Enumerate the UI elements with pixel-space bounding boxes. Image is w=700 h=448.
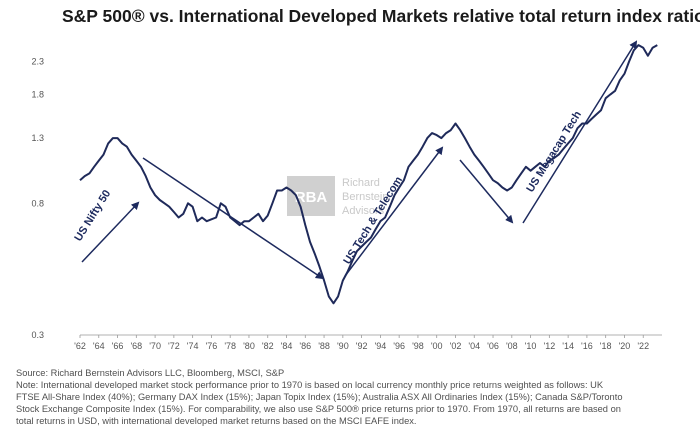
- x-tick-label: '70: [149, 341, 161, 351]
- annotation-us-megacap-tech: US Megacap Tech: [524, 109, 584, 195]
- x-tick-label: '94: [375, 341, 387, 351]
- x-tick-label: '16: [581, 341, 593, 351]
- watermark-line-3: Advisors: [342, 205, 385, 217]
- note-line-2: FTSE All-Share Index (40%); Germany DAX …: [16, 392, 623, 402]
- x-tick-label: '08: [506, 341, 518, 351]
- y-tick-label: 0.3: [31, 330, 44, 340]
- x-tick-label: '68: [130, 341, 142, 351]
- x-tick-label: '14: [562, 341, 574, 351]
- chart-title: S&P 500® vs. International Developed Mar…: [62, 6, 700, 26]
- x-tick-label: '04: [468, 341, 480, 351]
- x-tick-label: '80: [243, 341, 255, 351]
- x-tick-label: '72: [168, 341, 180, 351]
- watermark-line-1: Richard: [342, 177, 380, 189]
- x-tick-label: '18: [600, 341, 612, 351]
- note-line-3: Stock Exchange Composite Index (15%). Fo…: [16, 404, 621, 414]
- x-tick-label: '12: [543, 341, 555, 351]
- x-tick-label: '62: [74, 341, 86, 351]
- x-tick-label: '66: [112, 341, 124, 351]
- x-tick-label: '90: [337, 341, 349, 351]
- x-tick-label: '92: [356, 341, 368, 351]
- y-tick-label: 2.3: [31, 57, 44, 67]
- x-tick-label: '10: [525, 341, 537, 351]
- series-line: [79, 44, 658, 305]
- x-tick-label: '20: [619, 341, 631, 351]
- series-layer: [79, 44, 658, 305]
- note-line-4: total returns in USD, with international…: [16, 416, 417, 426]
- y-axis: 0.3 0.8 1.3 1.8 2.3: [31, 57, 44, 340]
- trend-arrow-4: [459, 159, 514, 224]
- x-tick-label: '82: [262, 341, 274, 351]
- x-tick-label: '00: [431, 341, 443, 351]
- x-tick-label: '76: [206, 341, 218, 351]
- y-tick-label: 0.8: [31, 198, 44, 208]
- x-tick-label: '96: [393, 341, 405, 351]
- y-tick-label: 1.3: [31, 133, 44, 143]
- trend-arrow-1: [81, 201, 140, 263]
- source-text: Source: Richard Bernstein Advisors LLC, …: [16, 368, 285, 378]
- x-tick-label: '86: [299, 341, 311, 351]
- chart: RBA Richard Bernstein Advisors 0.3 0.8 1.3…: [31, 40, 662, 351]
- y-tick-label: 1.8: [31, 89, 44, 99]
- watermark: RBA Richard Bernstein Advisors: [287, 176, 388, 217]
- trend-arrow-5: [522, 40, 638, 224]
- x-axis: '62 '64 '66 '68 '70 '72 '74 '76 '78 '80 '82 '84 '86 '…: [74, 335, 649, 351]
- x-tick-label: '02: [450, 341, 462, 351]
- watermark-logo-box: [287, 176, 335, 216]
- x-tick-label: '88: [318, 341, 330, 351]
- x-tick-label: '78: [224, 341, 236, 351]
- footer: Source: Richard Bernstein Advisors LLC, …: [16, 367, 688, 427]
- note-line-1: Note: International developed market sto…: [16, 380, 604, 390]
- x-tick-label: '22: [637, 341, 649, 351]
- annotations: US Nifty 50 US Tech & Telecom US Megacap…: [72, 40, 638, 280]
- x-tick-label: '74: [187, 341, 199, 351]
- watermark-line-2: Bernstein: [342, 191, 388, 203]
- x-tick-label: '84: [281, 341, 293, 351]
- x-tick-label: '64: [93, 341, 105, 351]
- x-tick-label: '98: [412, 341, 424, 351]
- trend-arrow-2: [142, 157, 324, 280]
- trend-arrow-3: [344, 146, 444, 277]
- watermark-logo: RBA: [295, 189, 328, 206]
- x-tick-label: '06: [487, 341, 499, 351]
